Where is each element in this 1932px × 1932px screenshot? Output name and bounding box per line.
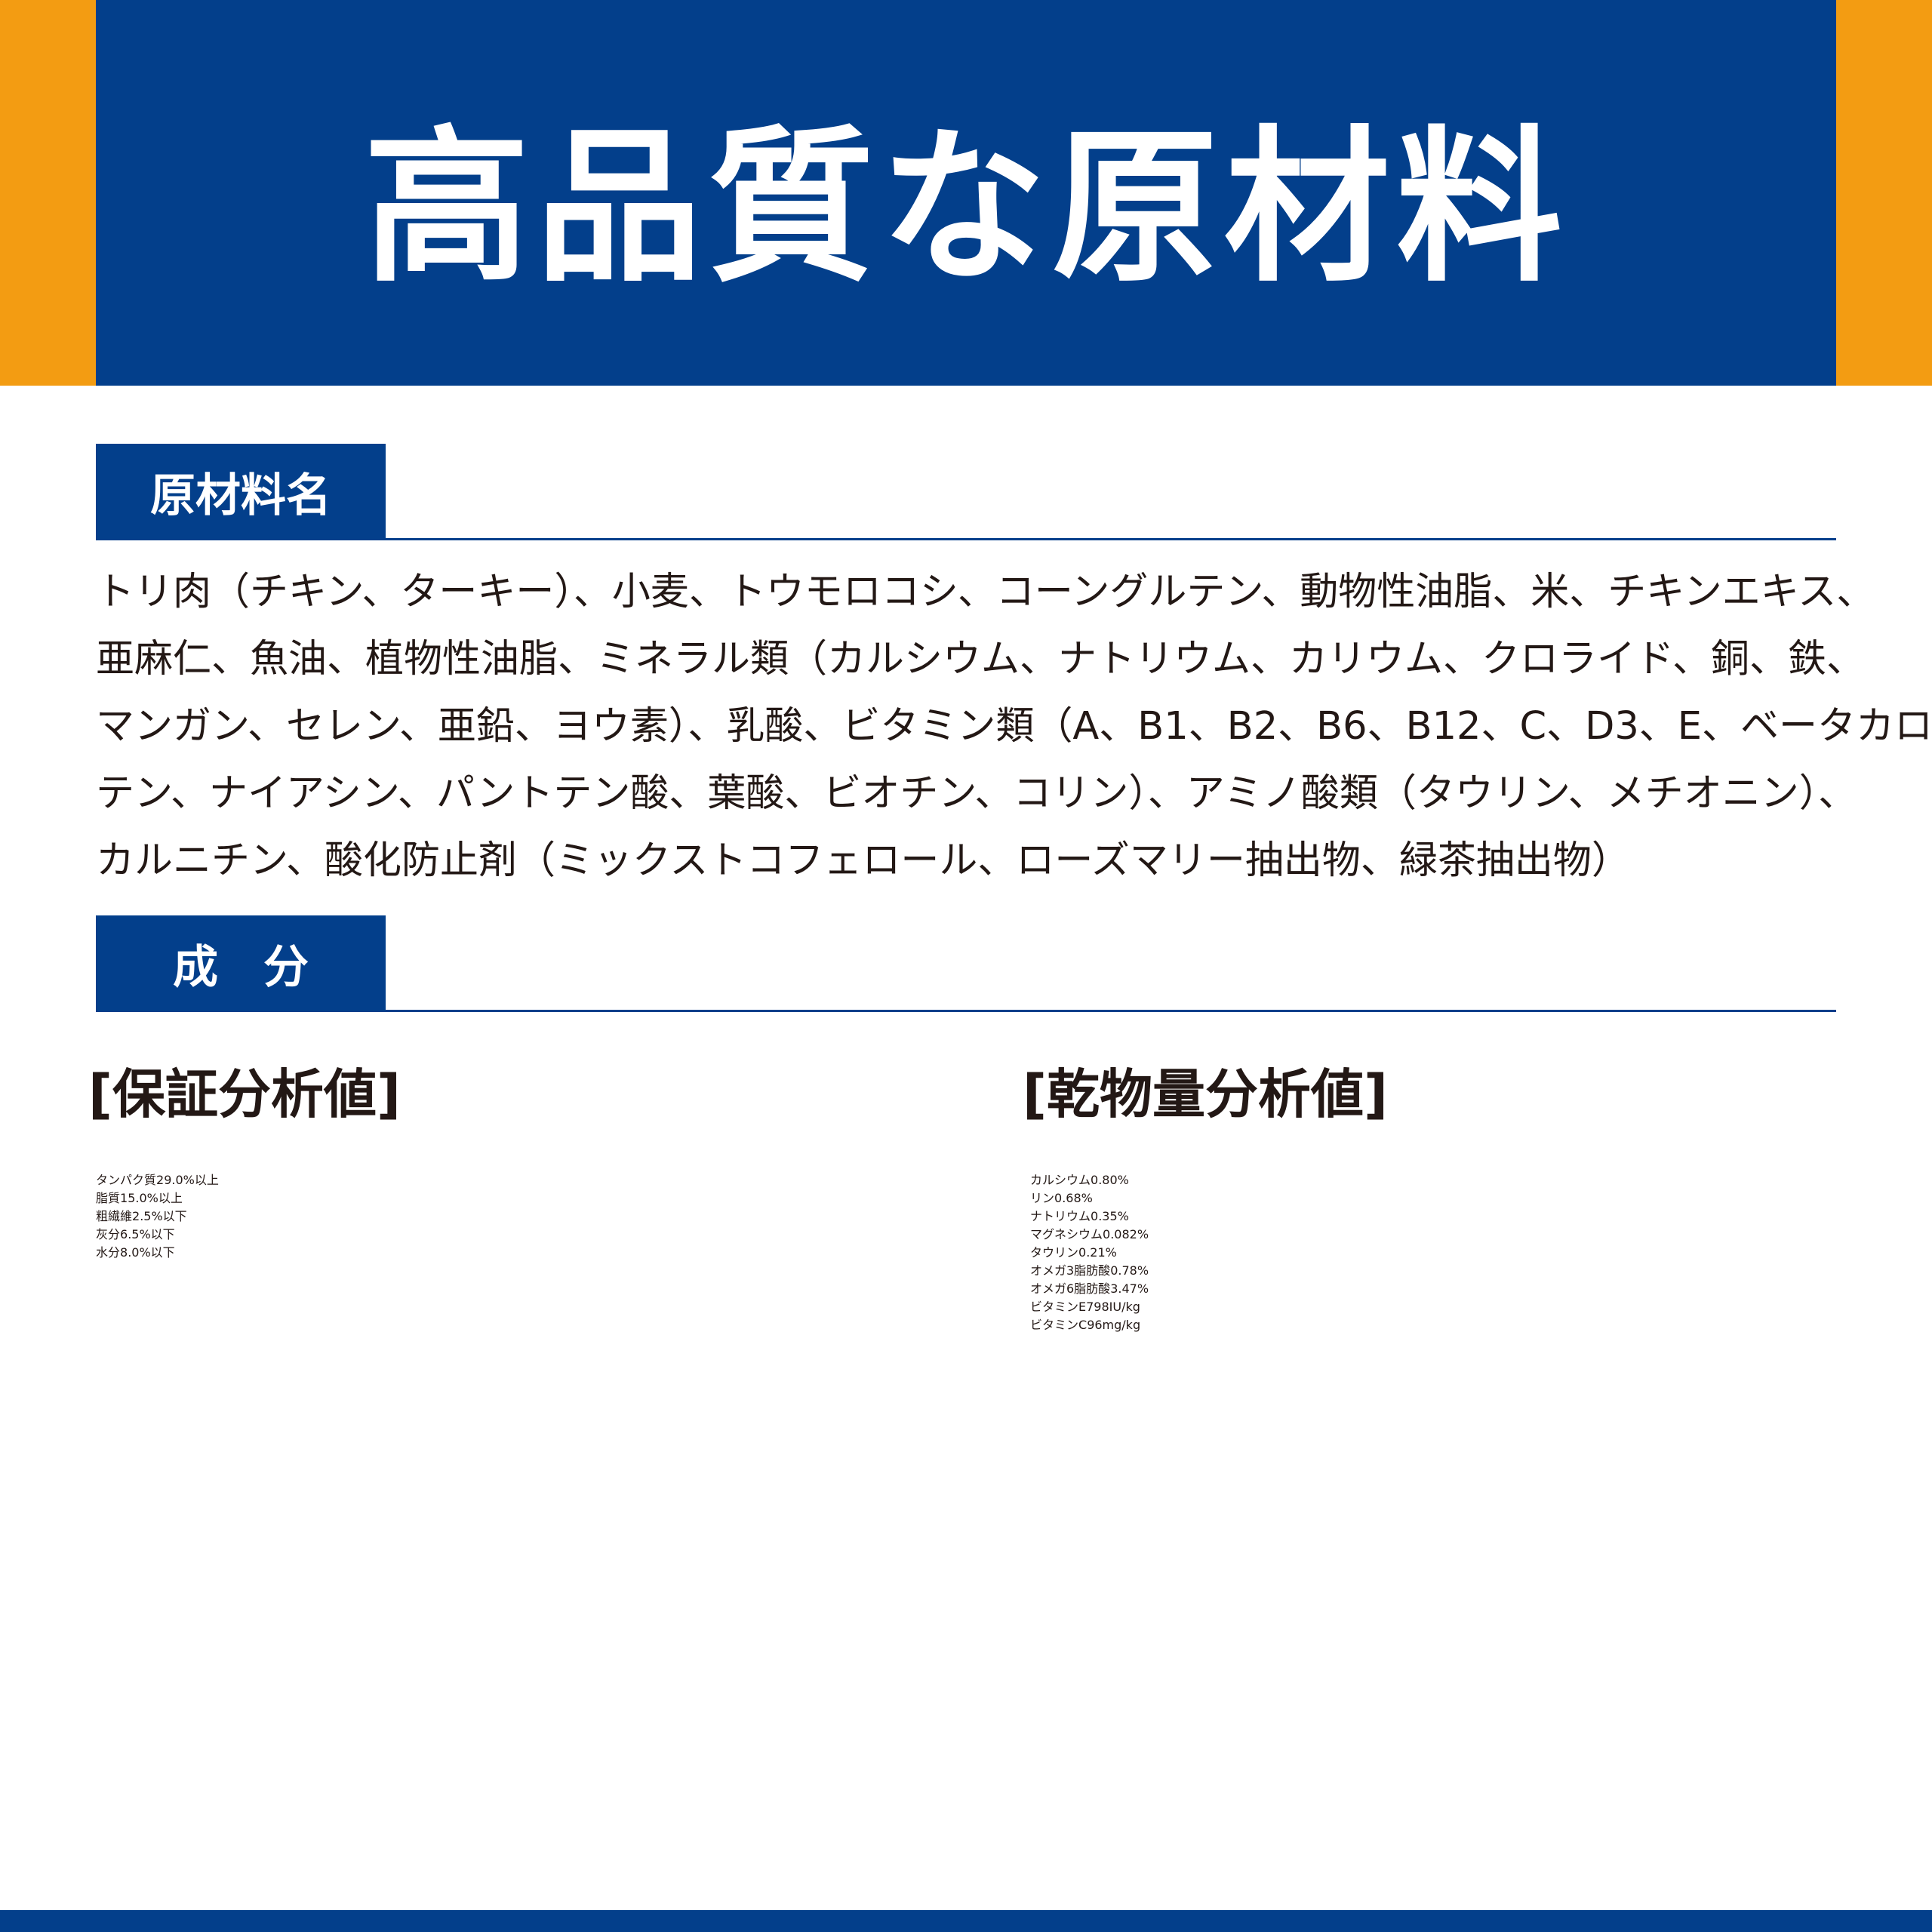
rule [96,538,1836,540]
item-name: ナトリウム [1030,1209,1091,1223]
section-label: 原材料名 [96,444,386,539]
item-value: 2.5%以下 [132,1209,187,1223]
header: 高品質な原材料 [96,0,1836,386]
row: 脂質15.0%以上 [96,1188,897,1206]
row: オメガ6脂肪酸3.47% [1030,1278,1836,1297]
title: 高品質な原材料 [363,110,1568,304]
item-name: ビタミンC [1030,1318,1088,1332]
item-value: 798IU/kg [1086,1300,1140,1314]
row: ビタミンC96mg/kg [1030,1315,1836,1333]
item-value: 29.0%以上 [156,1173,219,1187]
item-value: 6.5%以下 [120,1227,175,1241]
row: ビタミンE798IU/kg [1030,1297,1836,1315]
item-value: 8.0%以下 [120,1245,175,1260]
item-value: 15.0%以上 [120,1191,183,1205]
item-name: タウリン [1030,1245,1079,1260]
row: タウリン0.21% [1030,1242,1836,1260]
row: 粗繊維2.5%以下 [96,1206,897,1224]
column-heading: [乾物量分析値] [1023,1063,1388,1125]
ingredients-line: マンガン、セレン、亜鉛、ヨウ素）、乳酸、ビタミン類（A、B1、B2、B6、B12… [96,704,1932,749]
item-name: マグネシウム [1030,1227,1103,1241]
item-value: 96mg/kg [1087,1318,1141,1332]
item-value: 0.78% [1110,1263,1149,1278]
item-value: 0.68% [1054,1191,1093,1205]
item-name: 粗繊維 [96,1209,133,1223]
item-value: 0.21% [1078,1245,1117,1260]
item-value: 0.35% [1091,1209,1129,1223]
item-name: ビタミンE [1030,1300,1087,1314]
item-name: 灰分 [96,1227,121,1241]
item-name: カルシウム [1030,1173,1091,1187]
ingredients-line: カルニチン、酸化防止剤（ミックストコフェロール、ローズマリー抽出物、緑茶抽出物） [96,838,1630,883]
item-name: オメガ6脂肪酸 [1030,1281,1111,1296]
guaranteed-column: [保証分析値] タンパク質29.0%以上 脂質15.0%以上 粗繊維2.5%以下 灰分6… [88,1057,897,1260]
item-name: リン [1030,1191,1055,1205]
item-value: 0.082% [1103,1227,1149,1241]
row: 灰分6.5%以下 [96,1224,897,1242]
row: ナトリウム0.35% [1030,1206,1836,1224]
ingredients-line: テン、ナイアシン、パントテン酸、葉酸、ビオチン、コリン）、アミノ酸類（タウリン、… [96,771,1857,816]
row: オメガ3脂肪酸0.78% [1030,1260,1836,1278]
row: マグネシウム0.082% [1030,1224,1836,1242]
item-name: オメガ3脂肪酸 [1030,1263,1111,1278]
rule [96,1010,1836,1012]
row: 水分8.0%以下 [96,1242,897,1260]
item-name: タンパク質 [96,1173,157,1187]
item-value: 0.80% [1091,1173,1129,1187]
ingredients-line: トリ肉（チキン、ターキー）、小麦、トウモロコシ、コーングルテン、動物性油脂、米、… [96,570,1875,614]
row: タンパク質29.0%以上 [96,1170,897,1188]
item-name: 脂質 [96,1191,121,1205]
section-label: 成分 [96,915,386,1011]
ingredients-text: トリ肉（チキン、ターキー）、小麦、トウモロコシ、コーングルテン、動物性油脂、米、… [96,558,1932,894]
dry-matter-column: [乾物量分析値] カルシウム0.80% リン0.68% ナトリウム0.35% マグネシウ… [1023,1057,1836,1333]
ingredients-line: 亜麻仁、魚油、植物性油脂、ミネラル類（カルシウム、ナトリウム、カリウム、クロライ… [96,637,1865,681]
footer-bar [0,1910,1932,1932]
item-value: 3.47% [1110,1281,1149,1296]
row: カルシウム0.80% [1030,1170,1836,1188]
item-name: 水分 [96,1245,121,1260]
row: リン0.68% [1030,1188,1836,1206]
column-heading: [保証分析値] [88,1063,401,1125]
